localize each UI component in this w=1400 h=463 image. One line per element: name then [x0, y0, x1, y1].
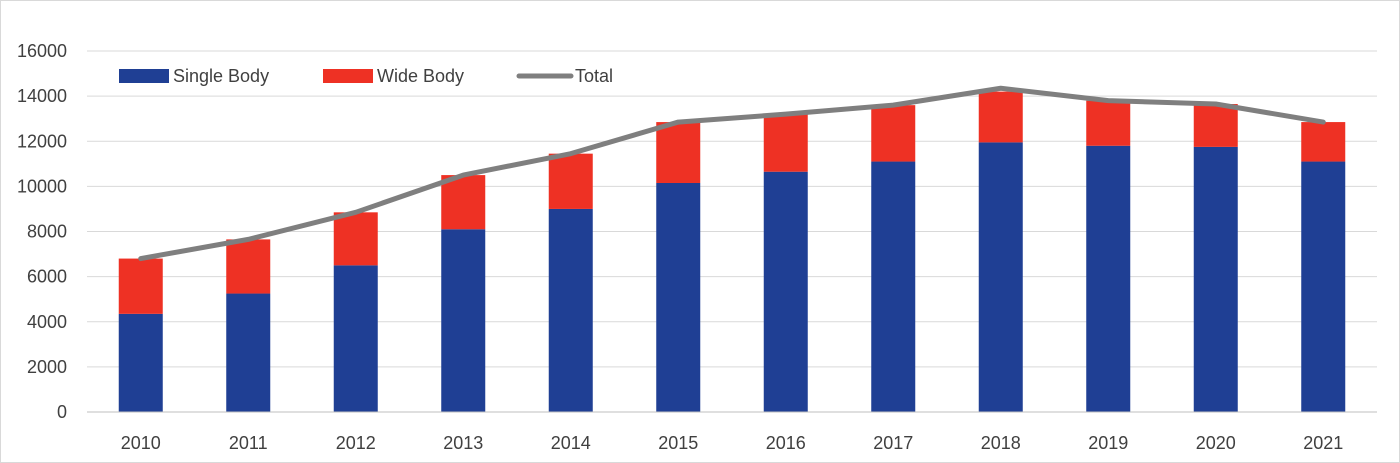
x-tick-label: 2016 — [766, 433, 806, 453]
x-tick-label: 2017 — [873, 433, 913, 453]
axes: 0 2000 4000 6000 8000 10000 12000 14000 16000 201… — [17, 41, 1377, 453]
bar-single-body — [1086, 145, 1131, 412]
x-tick-label: 2011 — [229, 433, 268, 453]
y-tick-label: 14000 — [17, 86, 67, 106]
bar-wide-body — [1193, 104, 1238, 147]
bar-single-body — [1193, 146, 1238, 412]
legend-item-single-body: Single Body — [119, 66, 269, 86]
x-tick-label: 2020 — [1196, 433, 1236, 453]
bar-wide-body — [978, 91, 1023, 143]
legend-label: Total — [575, 66, 613, 86]
bar-single-body — [978, 142, 1023, 413]
bar-single-body — [656, 182, 701, 412]
bar-single-body — [871, 161, 916, 412]
legend-label: Wide Body — [377, 66, 464, 86]
x-tick-label: 2014 — [551, 433, 591, 453]
gridlines — [87, 50, 1377, 368]
bar-wide-body — [871, 105, 916, 162]
legend: Single Body Wide Body Total — [119, 66, 613, 86]
bar-wide-body — [333, 212, 378, 266]
x-tick-label: 2021 — [1303, 433, 1343, 453]
x-tick-label: 2012 — [336, 433, 376, 453]
bar-single-body — [226, 293, 271, 412]
bar-wide-body — [226, 239, 271, 294]
bar-wide-body — [1086, 100, 1131, 146]
legend-label: Single Body — [173, 66, 269, 86]
legend-swatch — [119, 69, 169, 83]
bars — [118, 91, 1346, 413]
legend-swatch — [323, 69, 373, 83]
x-tick-label: 2019 — [1088, 433, 1128, 453]
x-tick-label: 2013 — [443, 433, 483, 453]
y-tick-label: 2000 — [27, 357, 67, 377]
y-tick-label: 0 — [57, 402, 67, 422]
bar-single-body — [441, 229, 486, 412]
legend-item-total: Total — [516, 66, 613, 86]
y-tick-label: 4000 — [27, 312, 67, 332]
y-tick-label: 12000 — [17, 131, 67, 151]
total-line-layer — [138, 85, 1326, 262]
bar-single-body — [548, 208, 593, 412]
series-line-total — [138, 85, 1326, 262]
bar-wide-body — [656, 122, 701, 183]
x-tick-label: 2015 — [658, 433, 698, 453]
y-tick-label: 6000 — [27, 267, 67, 287]
bar-single-body — [118, 313, 163, 412]
x-tick-label: 2010 — [121, 433, 161, 453]
legend-item-wide-body: Wide Body — [323, 66, 464, 86]
y-tick-label: 10000 — [17, 176, 67, 196]
bar-wide-body — [548, 153, 593, 209]
bar-single-body — [763, 171, 808, 412]
bar-single-body — [333, 265, 378, 412]
y-tick-label: 8000 — [27, 222, 67, 242]
x-tick-label: 2018 — [981, 433, 1021, 453]
bar-wide-body — [1301, 122, 1346, 162]
bar-single-body — [1301, 161, 1346, 412]
bar-wide-body — [441, 175, 486, 230]
y-tick-label: 16000 — [17, 41, 67, 61]
bar-wide-body — [763, 114, 808, 172]
bar-wide-body — [118, 258, 163, 314]
